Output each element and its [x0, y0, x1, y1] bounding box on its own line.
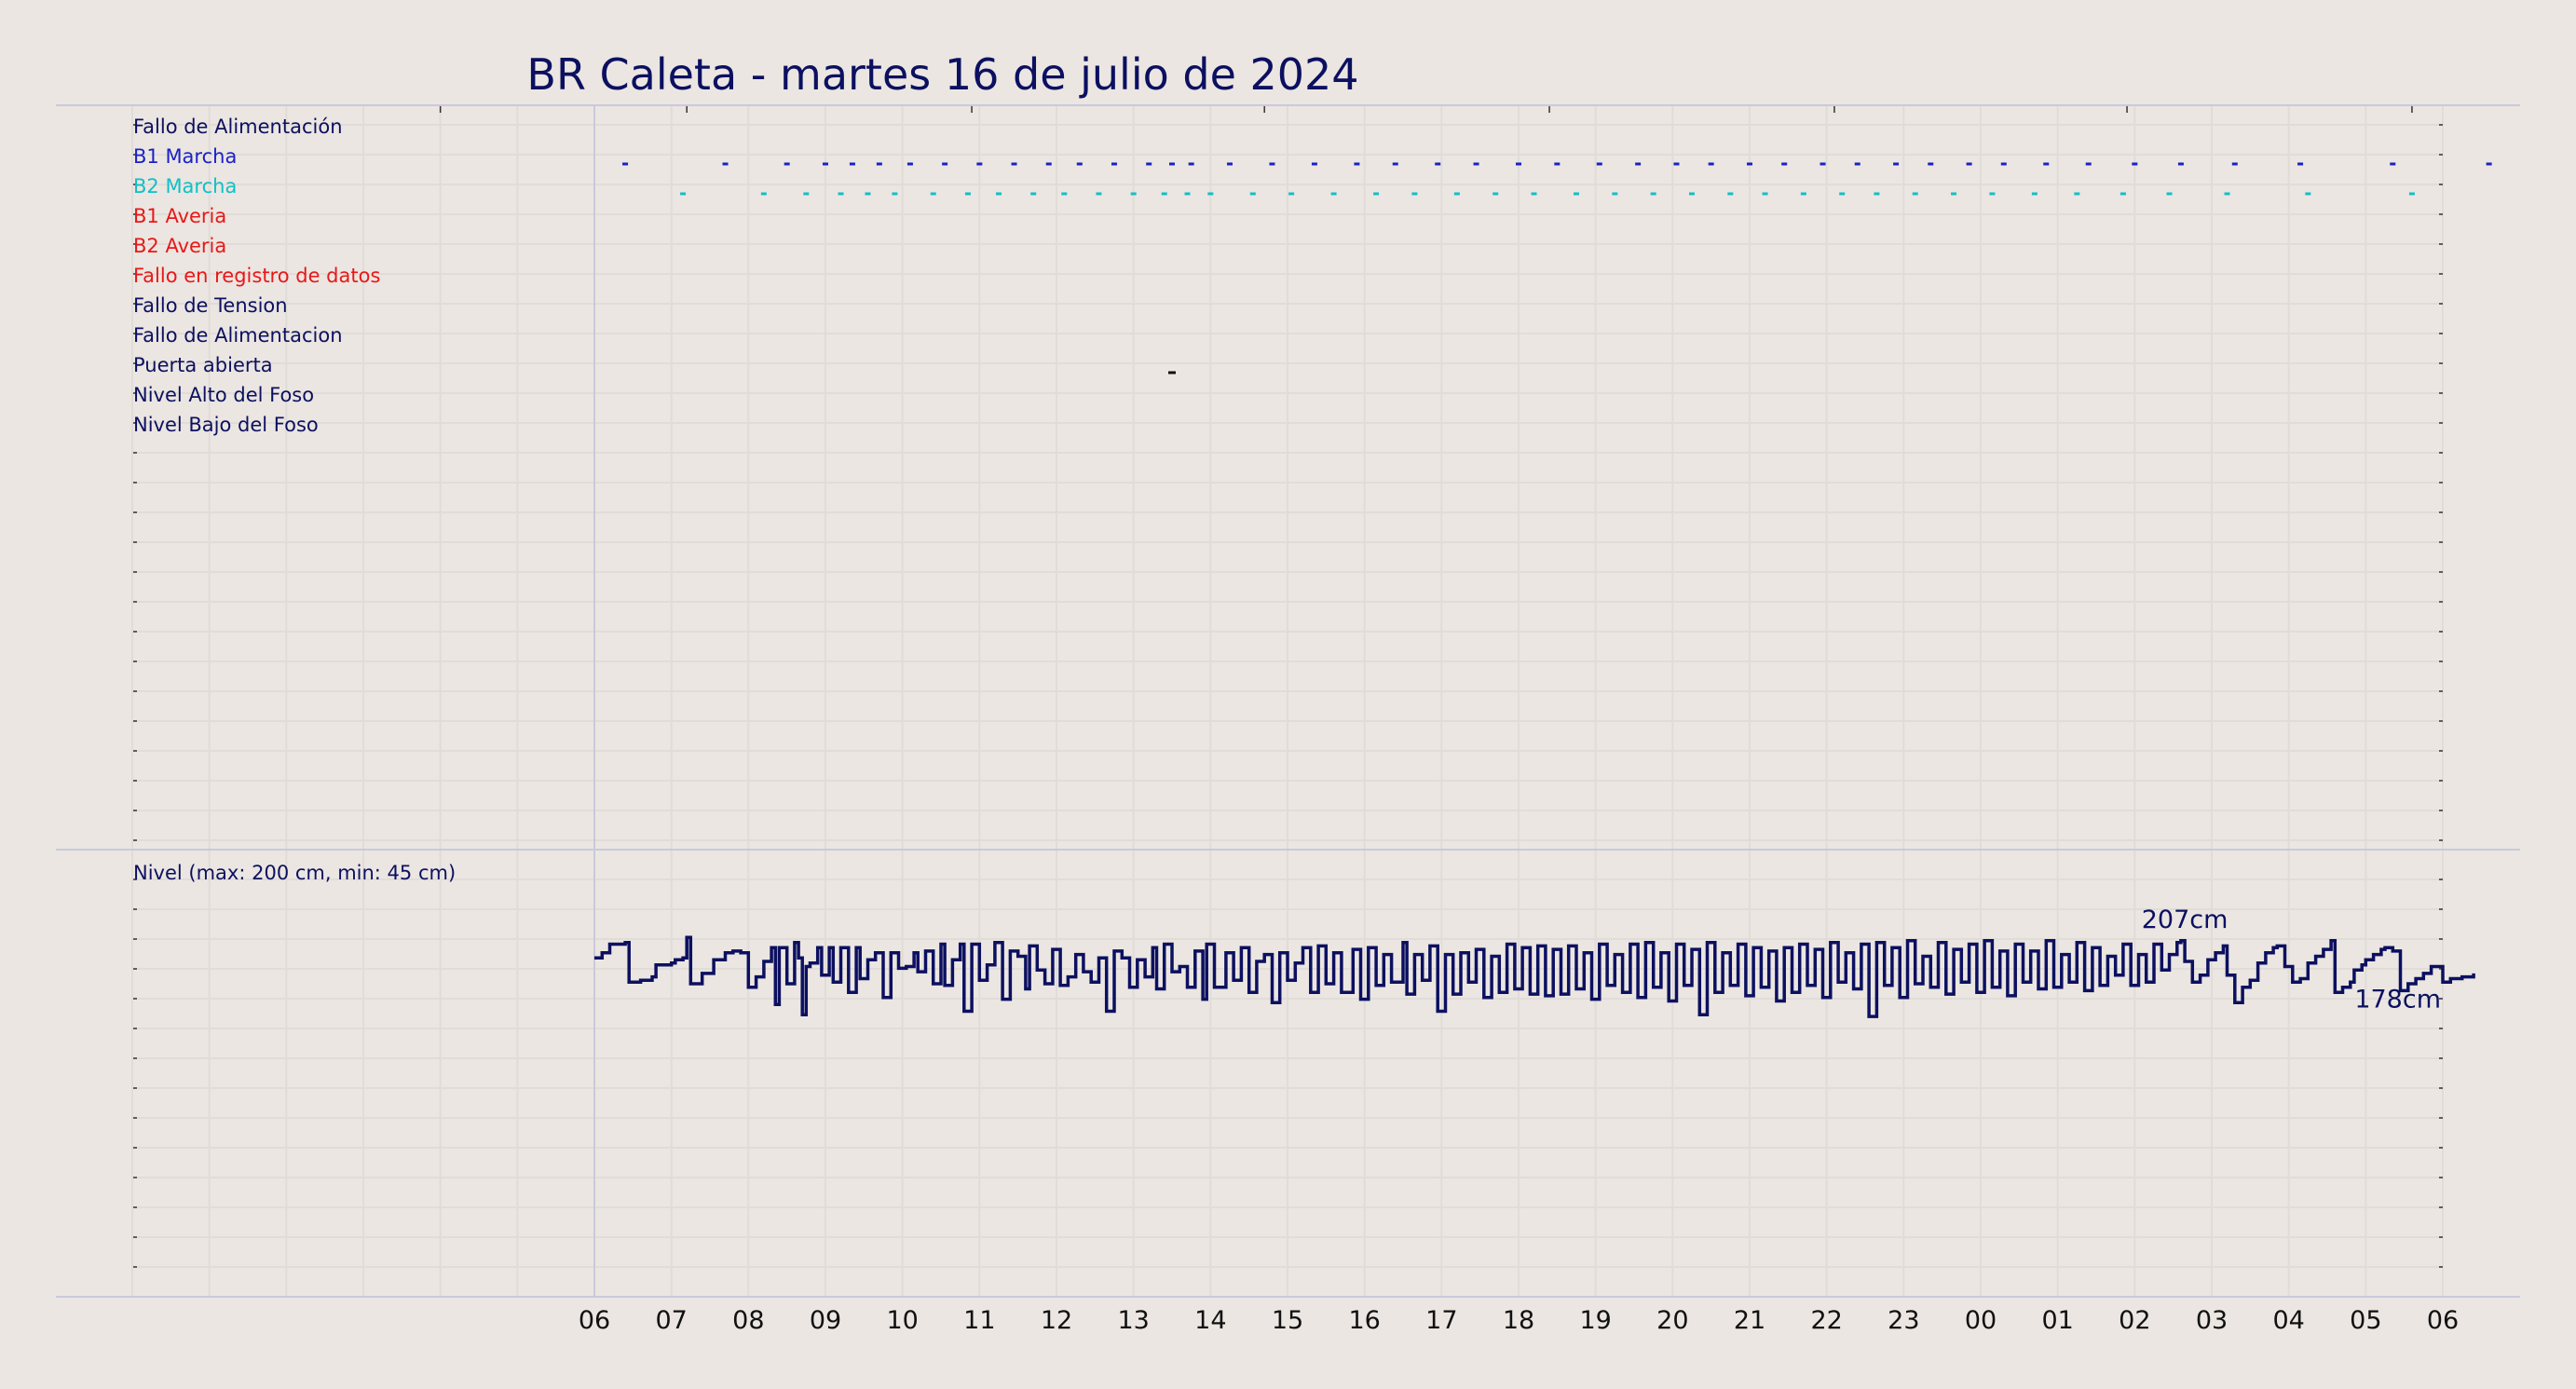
event-row-label: Fallo en registro de datos: [133, 265, 380, 287]
x-tick-label: 13: [1117, 1306, 1149, 1335]
x-tick-label: 11: [963, 1306, 995, 1335]
x-tick-label: 03: [2196, 1306, 2228, 1335]
x-tick-label: 05: [2350, 1306, 2381, 1335]
x-tick-label: 06: [2427, 1306, 2459, 1335]
x-tick-label: 00: [1965, 1306, 1997, 1335]
x-tick-label: 07: [655, 1306, 687, 1335]
x-tick-label: 18: [1503, 1306, 1534, 1335]
x-tick-label: 21: [1734, 1306, 1765, 1335]
x-tick-label: 17: [1425, 1306, 1457, 1335]
current-level-annotation: 178cm: [2354, 985, 2441, 1014]
x-tick-label: 08: [732, 1306, 764, 1335]
event-row-label: Fallo de Tension: [133, 294, 288, 317]
event-row-label: Fallo de Alimentación: [133, 116, 343, 138]
events-panel: Fallo de Alimentación B1 Marcha B2 Marcha B…: [133, 116, 2492, 436]
x-tick-label: 23: [1888, 1306, 1919, 1335]
event-row-label: B2 Marcha: [133, 175, 237, 197]
x-tick-label: 01: [2041, 1306, 2073, 1335]
event-row-label: Nivel Bajo del Foso: [133, 414, 319, 436]
max-level-annotation: 207cm: [2142, 906, 2228, 934]
level-series-line: [594, 935, 2475, 1018]
chart-title: BR Caleta - martes 16 de julio de 2024: [526, 49, 1358, 100]
x-tick-label: 19: [1579, 1306, 1611, 1335]
x-tick-label: 02: [2119, 1306, 2150, 1335]
level-panel-label: Nivel (max: 200 cm, min: 45 cm): [133, 862, 456, 884]
x-axis: 06 07 08 09 10 11 12 13 14 15 16 17 18 19 20 21 22 23 00 01…: [579, 1306, 2459, 1335]
event-row-label: B1 Marcha: [133, 145, 237, 168]
event-row-label: B1 Averia: [133, 205, 226, 227]
x-tick-label: 04: [2272, 1306, 2304, 1335]
grid-layer: [131, 105, 2444, 1297]
x-tick-label: 16: [1348, 1306, 1380, 1335]
x-tick-label: 09: [810, 1306, 841, 1335]
x-tick-label: 10: [886, 1306, 918, 1335]
frame-layer: [56, 104, 2520, 1298]
x-tick-label: 22: [1810, 1306, 1842, 1335]
x-tick-label: 20: [1656, 1306, 1688, 1335]
x-tick-label: 12: [1041, 1306, 1072, 1335]
x-tick-label: 06: [579, 1306, 610, 1335]
event-row-label: Fallo de Alimentacion: [133, 324, 343, 347]
level-panel: Nivel (max: 200 cm, min: 45 cm) 207cm 17…: [133, 862, 2475, 1018]
x-tick-label: 15: [1272, 1306, 1303, 1335]
x-tick-label: 14: [1194, 1306, 1226, 1335]
event-row-label: B2 Averia: [133, 235, 226, 257]
event-row-label: Nivel Alto del Foso: [133, 384, 314, 406]
event-row-label: Puerta abierta: [133, 354, 273, 376]
